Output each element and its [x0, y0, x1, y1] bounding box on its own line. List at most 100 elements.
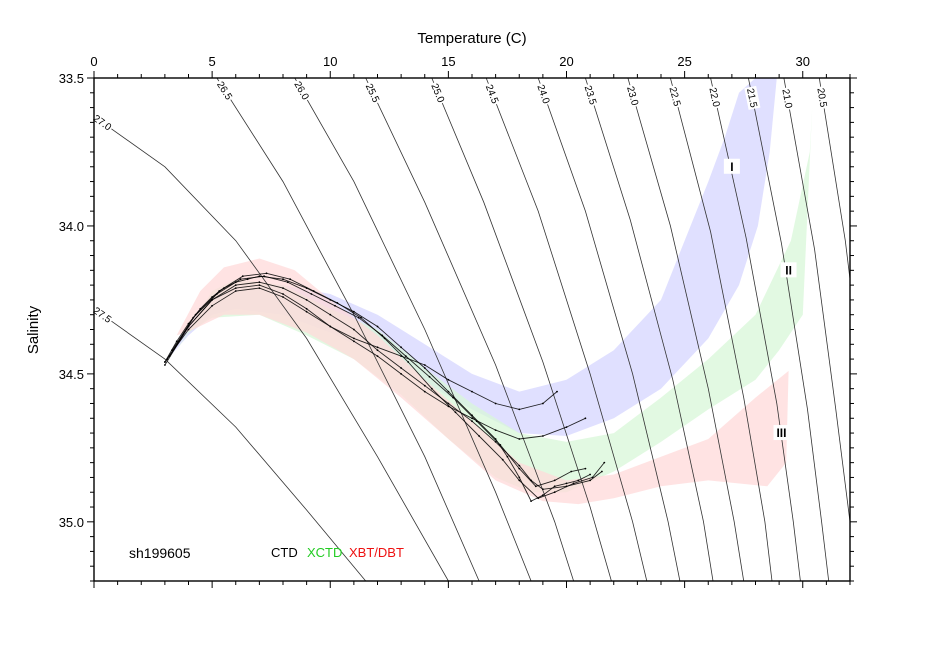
ctd-point [282, 293, 284, 295]
ctd-point [501, 458, 504, 461]
legend-xctd: XCTD [307, 545, 342, 560]
ctd-point [423, 390, 426, 393]
ctd-point [383, 337, 386, 340]
ctd-point [305, 307, 308, 310]
ctd-point [400, 367, 402, 369]
density-label-bg [213, 77, 236, 103]
ctd-point [286, 281, 289, 284]
ctd-point [556, 390, 558, 393]
ctd-point [187, 328, 190, 331]
density-contour [670, 78, 773, 581]
density-contour [431, 78, 612, 581]
ctd-point [603, 461, 606, 464]
ctd-point [171, 349, 173, 352]
ctd-point [478, 435, 480, 437]
ctd-point [282, 287, 284, 289]
y-axis-ticks: 33.5 34.0 34.5 35.0 [59, 71, 857, 582]
ctd-point [518, 467, 521, 470]
ctd-point [400, 373, 402, 375]
x-tick-label: 20 [559, 54, 573, 69]
density-label-bg [706, 85, 724, 110]
x-tick-label: 0 [90, 54, 97, 69]
ctd-point [494, 429, 497, 431]
ctd-point [589, 473, 591, 476]
density-contour-layer [94, 78, 850, 581]
ctd-point [423, 384, 426, 387]
ctd-point [518, 476, 521, 479]
ctd-point [234, 287, 237, 289]
ctd-point [329, 313, 332, 316]
ctd-point [447, 378, 450, 381]
legend: CTD XCTD XBT/DBT [271, 545, 404, 560]
envelope-label-I: I [730, 160, 733, 174]
ctd-point [211, 299, 214, 301]
envelope-label-II: II [785, 263, 792, 277]
y-tick-label: 33.5 [59, 71, 84, 86]
ctd-point [542, 402, 544, 405]
density-contour [94, 308, 367, 581]
ctd-point [336, 302, 339, 304]
density-contour [585, 78, 714, 581]
envelope-label-bg [780, 262, 797, 278]
ctd-point [258, 284, 261, 286]
ctd-point [353, 310, 355, 313]
ctd-point [211, 304, 214, 307]
ctd-point [494, 441, 497, 443]
ctd-point [423, 367, 426, 369]
ctd-point [428, 375, 431, 378]
ctd-point [164, 361, 166, 363]
density-label-bg [362, 80, 383, 106]
ctd-point [265, 272, 268, 275]
ctd-point [423, 364, 426, 366]
density-label: 21.5 [744, 87, 759, 109]
density-contour [216, 78, 480, 581]
ctd-point [312, 290, 315, 292]
ctd-point [305, 299, 308, 301]
ctd-point [234, 290, 237, 292]
ctd-point [241, 275, 244, 278]
ctd-point [164, 364, 166, 366]
x-tick-label: 10 [323, 54, 337, 69]
density-contour [818, 78, 850, 280]
ctd-point [305, 310, 308, 313]
ctd-point [601, 470, 603, 473]
ctd-point [518, 464, 521, 467]
ctd-point [376, 346, 379, 349]
y-axis-title: Salinity [25, 305, 42, 354]
ctd-point [471, 390, 473, 393]
ctd-point [471, 420, 473, 423]
ctd-point [530, 500, 532, 502]
envelope-III [176, 258, 789, 505]
ctd-point [518, 438, 521, 440]
profile-layer [164, 272, 606, 502]
ctd-point [542, 488, 544, 491]
x-axis-title: Temperature (C) [417, 30, 526, 47]
legend-xbt-dbt: XBT/DBT [349, 545, 404, 560]
density-label-bg [90, 111, 115, 134]
envelope-label-bg [773, 425, 790, 441]
x-tick-label: 30 [796, 54, 810, 69]
x-tick-label: 25 [677, 54, 691, 69]
density-label-bg [666, 84, 684, 109]
density-label-bg [814, 85, 831, 110]
ctd-point [447, 390, 450, 393]
ctd-point [430, 387, 433, 390]
density-contour [627, 78, 745, 581]
envelope-layer [164, 78, 813, 505]
ctd-point [360, 316, 362, 319]
ctd-point [447, 402, 450, 405]
ctd-point [506, 455, 509, 458]
ctd-point [518, 479, 521, 482]
ctd-point [258, 287, 261, 289]
density-label-bg [534, 81, 554, 107]
x-axis-ticks: 0 5 10 15 20 25 30 [90, 54, 851, 588]
ctd-point [404, 355, 407, 357]
ctd-point [542, 494, 544, 497]
ctd-point [357, 316, 360, 319]
ctd-point [589, 479, 591, 482]
density-label: 22.0 [706, 87, 721, 109]
density-label-bg [428, 80, 448, 106]
ctd-point [572, 482, 575, 485]
y-tick-label: 35.0 [59, 515, 84, 530]
ctd-point [353, 337, 355, 340]
